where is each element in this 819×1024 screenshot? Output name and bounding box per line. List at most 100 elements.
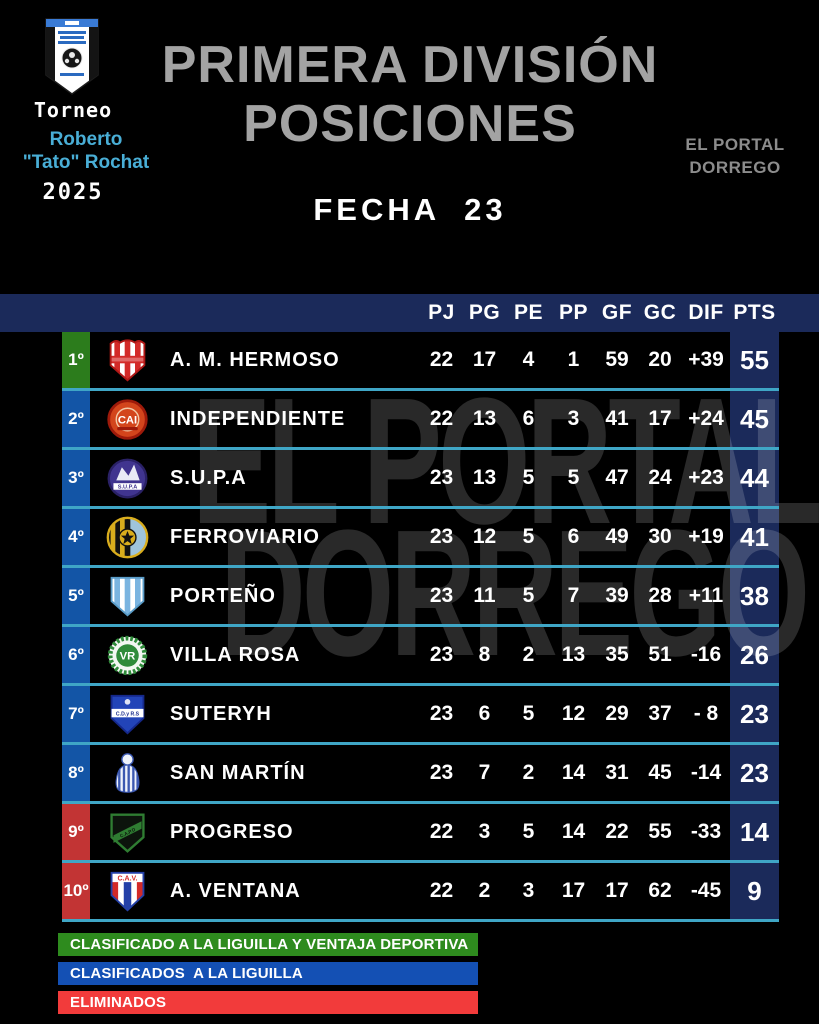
- team-name: SAN MARTÍN: [170, 761, 306, 784]
- position-marker: 9º: [62, 804, 90, 860]
- position-label: 8º: [68, 763, 84, 782]
- page-title: PRIMERA DIVISIÓN POSICIONES: [128, 36, 692, 154]
- team-badge: [90, 338, 165, 383]
- page-title-line1: PRIMERA DIVISIÓN: [161, 36, 659, 94]
- stat-gf: 49: [605, 525, 629, 548]
- legend-label: ELIMINADOS: [70, 994, 167, 1011]
- stat-pj: 23: [429, 525, 454, 548]
- stat-pts: 44: [740, 462, 769, 493]
- position-label: 5º: [68, 586, 84, 605]
- stat-pts: 38: [740, 580, 769, 611]
- stat-dif: +23: [688, 466, 724, 489]
- stat-pts: 41: [740, 521, 769, 552]
- position-marker: 5º: [62, 568, 90, 624]
- column-header-gc: GC: [643, 301, 677, 324]
- team-name: PROGRESO: [170, 820, 294, 843]
- table-row: 2º CAI INDEPENDIENTE 22 13 6 3 41 17 +24 45: [62, 391, 779, 450]
- stat-pe: 5: [522, 584, 535, 607]
- page-title-line2: POSICIONES: [243, 94, 577, 153]
- legend-label: CLASIFICADOS A LA LIGUILLA: [70, 965, 303, 982]
- publisher-brand: EL PORTAL DORREGO: [652, 134, 818, 180]
- team-badge: C.A.P.D: [90, 810, 165, 855]
- column-header-dif: DIF: [688, 301, 724, 324]
- legend-bar: ELIMINADOS: [58, 991, 478, 1014]
- stat-pe: 5: [522, 525, 535, 548]
- position-label: 10º: [63, 881, 89, 900]
- team-badge: [90, 751, 165, 796]
- stat-pj: 22: [429, 820, 454, 843]
- table-rows: 1º A. M. HERMOSO 22 17 4 1 59 20 +39 55 2º CAI INDEP…: [62, 332, 779, 922]
- team-name: VILLA ROSA: [170, 643, 301, 666]
- stat-dif: +11: [688, 584, 724, 607]
- stat-pp: 14: [561, 820, 586, 843]
- tournament-name-line1: Roberto: [49, 129, 123, 150]
- table-row: 4º FERROVIARIO 23 12 5 6 49 30 +19 41: [62, 509, 779, 568]
- progreso-crest-icon: C.A.P.D: [110, 813, 145, 853]
- team-name: SUTERYH: [170, 702, 272, 725]
- stat-pg: 11: [473, 584, 496, 607]
- table-row: 7º C.D.y R.S SUTERYH 23 6 5 12 29 37 - 8 23: [62, 686, 779, 745]
- table-row: 5º PORTEÑO 23 11 5 7 39 28 +11 38: [62, 568, 779, 627]
- stat-pj: 23: [429, 761, 454, 784]
- team-name: FERROVIARIO: [170, 525, 320, 548]
- svg-text:C.A.V.: C.A.V.: [117, 875, 137, 882]
- table-row: 6º VR VILLA ROSA 23 8 2 13 35 51 -16 26: [62, 627, 779, 686]
- publisher-brand-line1: EL PORTAL: [685, 135, 785, 154]
- stat-gc: 51: [648, 643, 672, 666]
- stat-pe: 2: [522, 761, 535, 784]
- san-martin-crest-icon: [115, 752, 140, 793]
- table-row: 8º SAN MARTÍN 23 7 2 14 31 45 -14 23: [62, 745, 779, 804]
- stat-pg: 13: [472, 466, 497, 489]
- stat-gc: 37: [648, 702, 672, 725]
- stat-gc: 17: [648, 407, 672, 430]
- svg-text:C.D.y R.S: C.D.y R.S: [116, 711, 140, 717]
- column-header-pts: PTS: [733, 301, 776, 324]
- position-label: 9º: [68, 822, 84, 841]
- stat-pp: 7: [567, 584, 580, 607]
- stat-pe: 5: [522, 466, 535, 489]
- stat-pe: 5: [522, 702, 535, 725]
- stat-pj: 22: [429, 879, 454, 902]
- hermoso-crest-icon: [109, 338, 146, 381]
- position-marker: 3º: [62, 450, 90, 506]
- stat-gf: 41: [605, 407, 629, 430]
- stat-gc: 30: [648, 525, 672, 548]
- table-header: PJ PG PE PP GF GC DIF PTS: [0, 294, 819, 332]
- column-header-pj: PJ: [428, 301, 455, 324]
- stat-pj: 23: [429, 702, 454, 725]
- stat-pg: 8: [478, 643, 491, 666]
- svg-text:CAI: CAI: [118, 414, 137, 426]
- team-name: INDEPENDIENTE: [170, 407, 346, 430]
- stat-dif: +24: [688, 407, 724, 430]
- team-badge: S.U.P.A: [90, 456, 165, 501]
- legend-bar: CLASIFICADOS A LA LIGUILLA: [58, 962, 478, 985]
- tournament-name-line2: "Tato" Rochat: [22, 152, 150, 174]
- team-name: S.U.P.A: [170, 466, 247, 489]
- league-logo: [45, 18, 99, 96]
- stat-gf: 17: [605, 879, 629, 902]
- ferroviario-crest-icon: [106, 516, 149, 558]
- publisher-brand-line2: DORREGO: [689, 157, 781, 177]
- stat-gc: 24: [648, 466, 672, 489]
- stat-pg: 6: [478, 702, 491, 725]
- stat-pg: 13: [472, 407, 497, 430]
- position-marker: 2º: [62, 391, 90, 447]
- legend-bar: CLASIFICADO A LA LIGUILLA Y VENTAJA DEPO…: [58, 933, 478, 956]
- stat-gc: 28: [648, 584, 672, 607]
- stat-pts: 9: [747, 875, 762, 906]
- stat-gf: 35: [605, 643, 629, 666]
- team-name: A. VENTANA: [170, 879, 301, 902]
- stat-gc: 55: [648, 820, 672, 843]
- team-badge: C.D.y R.S: [90, 692, 165, 737]
- zone-legend: CLASIFICADO A LA LIGUILLA Y VENTAJA DEPO…: [58, 933, 478, 1020]
- position-marker: 1º: [62, 332, 90, 388]
- column-header-pp: PP: [558, 301, 588, 324]
- stat-dif: +39: [688, 348, 724, 371]
- stat-pts: 26: [740, 639, 769, 670]
- stat-pg: 2: [478, 879, 491, 902]
- ventana-crest-icon: C.A.V.: [110, 871, 145, 912]
- position-label: 3º: [68, 468, 84, 487]
- stat-pe: 3: [522, 879, 535, 902]
- stat-dif: -14: [690, 761, 722, 784]
- stat-dif: -33: [690, 820, 722, 843]
